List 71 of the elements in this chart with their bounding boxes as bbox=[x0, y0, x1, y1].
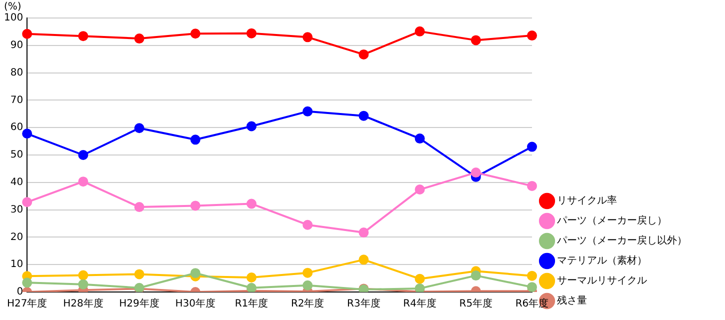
point bbox=[246, 198, 256, 209]
point bbox=[22, 197, 32, 208]
y-tick-label: 10 bbox=[10, 259, 24, 270]
legend-label: マテリアル（素材） bbox=[557, 254, 647, 267]
point bbox=[22, 28, 32, 39]
point bbox=[358, 228, 369, 238]
point bbox=[190, 200, 200, 211]
y-tick-label: 100 bbox=[4, 12, 24, 24]
point bbox=[358, 110, 369, 121]
point bbox=[190, 28, 200, 39]
legend-label: 残さ量 bbox=[557, 294, 587, 307]
point bbox=[134, 269, 144, 280]
legend-label: リサイクル率 bbox=[557, 194, 617, 207]
y-tick-label: 80 bbox=[10, 67, 24, 78]
point bbox=[527, 270, 537, 281]
point bbox=[190, 268, 200, 278]
point bbox=[190, 134, 200, 145]
y-tick-label: 70 bbox=[10, 94, 24, 106]
point bbox=[414, 283, 425, 292]
point bbox=[78, 279, 88, 290]
y-tick-label: 90 bbox=[10, 40, 24, 51]
y-tick-label: 50 bbox=[10, 150, 24, 161]
x-tick-label: H28年度 bbox=[63, 298, 104, 310]
point bbox=[78, 176, 88, 187]
point bbox=[78, 270, 88, 280]
x-tick-label: H27年度 bbox=[6, 298, 48, 310]
point bbox=[134, 123, 144, 134]
point bbox=[470, 168, 481, 178]
point bbox=[22, 128, 32, 139]
x-tick-label: H29年度 bbox=[119, 298, 160, 310]
legend-label: パーツ（メーカー戻し） bbox=[556, 214, 667, 227]
point bbox=[134, 34, 144, 44]
point bbox=[470, 35, 481, 46]
point bbox=[414, 184, 425, 195]
point bbox=[246, 121, 256, 132]
y-tick-label: 20 bbox=[10, 232, 24, 243]
point bbox=[302, 268, 313, 278]
point bbox=[302, 280, 313, 290]
x-tick-label: R3年度 bbox=[347, 298, 380, 310]
point bbox=[302, 106, 313, 116]
point bbox=[246, 272, 256, 282]
legend-label: パーツ（メーカー戻し以外） bbox=[556, 234, 687, 247]
legend-label: サーマルリサイクル bbox=[557, 276, 647, 287]
point bbox=[302, 220, 313, 230]
point bbox=[414, 134, 425, 144]
point bbox=[246, 282, 256, 292]
x-tick-label: R4年度 bbox=[403, 298, 436, 310]
x-tick-label: R1年度 bbox=[234, 298, 268, 310]
point bbox=[358, 49, 369, 60]
point bbox=[470, 270, 481, 281]
point bbox=[246, 28, 256, 38]
point bbox=[302, 32, 313, 42]
point bbox=[527, 180, 537, 191]
point bbox=[22, 278, 32, 288]
x-tick-label: R6年度 bbox=[515, 298, 549, 310]
point bbox=[527, 30, 537, 41]
y-tick-label: 60 bbox=[10, 122, 24, 134]
y-tick-label: 0 bbox=[16, 286, 24, 298]
x-tick-label: H30年度 bbox=[175, 298, 216, 310]
x-tick-label: R5年度 bbox=[459, 298, 493, 310]
x-tick-label: R2年度 bbox=[290, 298, 324, 310]
point bbox=[527, 142, 537, 152]
point bbox=[78, 150, 88, 160]
point bbox=[358, 254, 369, 265]
y-tick-label: 40 bbox=[10, 176, 24, 188]
point bbox=[414, 26, 425, 36]
y-axis-title: (%) bbox=[4, 2, 22, 13]
point bbox=[414, 274, 425, 284]
y-tick-label: 30 bbox=[10, 204, 24, 216]
point bbox=[134, 202, 144, 212]
point bbox=[78, 31, 88, 42]
